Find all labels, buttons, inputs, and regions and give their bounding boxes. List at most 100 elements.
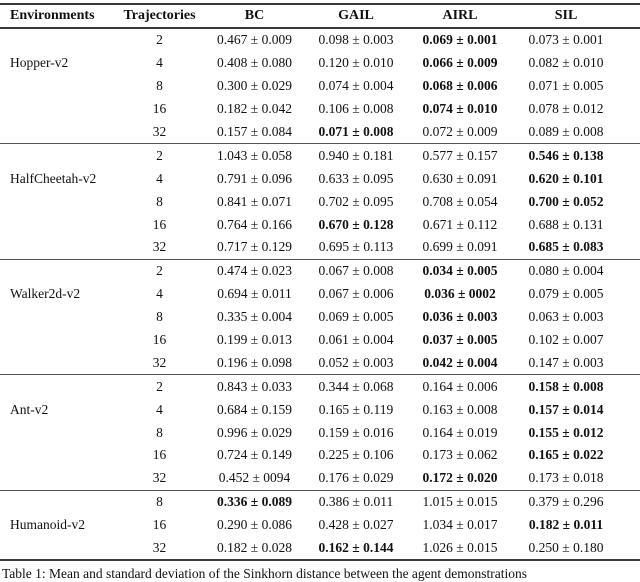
cell-bc: 0.764 ± 0.166 (217, 216, 292, 232)
environment-label: Hopper-v2 (10, 55, 69, 71)
cell-airl: 0.671 ± 0.112 (422, 216, 498, 232)
table-row: Ant-v2 4 0.684 ± 0.159 0.165 ± 0.119 0.163 ±… (0, 398, 640, 421)
cell-airl: 0.630 ± 0.091 (422, 170, 498, 186)
filler-cell (622, 167, 640, 190)
trajectories-value: 2 (112, 258, 207, 283)
table-row: 32 0.182 ± 0.028 0.162 ± 0.144 1.026 ± 0.01… (0, 537, 640, 561)
filler-cell (622, 283, 640, 306)
cell-airl: 0.072 ± 0.009 (422, 124, 498, 139)
trajectories-value: 16 (152, 332, 167, 348)
table-row: 8 0.336 ± 0.089 0.386 ± 0.011 1.015 ± 0.015… (0, 489, 640, 514)
column-header-environments: Environments (0, 4, 112, 29)
table-row: Hopper-v2 4 0.408 ± 0.080 0.120 ± 0.010 0.06… (0, 52, 640, 75)
trajectories-value: 4 (156, 286, 163, 302)
cell-gail: 0.702 ± 0.095 (318, 193, 394, 209)
cell-sil: 0.082 ± 0.010 (528, 55, 604, 71)
cell-bc: 0.300 ± 0.029 (217, 78, 292, 94)
cell-gail: 0.940 ± 0.181 (302, 143, 410, 168)
column-header-gail: GAIL (302, 4, 410, 29)
trajectories-value: 32 (152, 470, 167, 486)
cell-gail: 0.067 ± 0.006 (318, 286, 394, 302)
trajectories-value: 8 (156, 309, 163, 325)
cell-bc: 0.694 ± 0.011 (217, 286, 292, 302)
cell-airl: 0.036 ± 0.003 (422, 309, 498, 325)
cell-bc: 0.724 ± 0.149 (217, 447, 292, 463)
environment-label (0, 236, 112, 259)
filler-cell (622, 306, 640, 329)
cell-gail: 0.159 ± 0.016 (318, 424, 394, 440)
cell-airl: 0.164 ± 0.019 (422, 424, 498, 440)
environment-label (0, 213, 112, 236)
filler-cell (622, 28, 640, 52)
cell-bc: 0.684 ± 0.159 (217, 401, 292, 417)
table-row: 32 0.157 ± 0.084 0.071 ± 0.008 0.072 ± 0.00… (0, 121, 640, 144)
cell-airl: 0.036 ± 0002 (424, 286, 496, 302)
trajectories-value: 4 (156, 55, 163, 71)
cell-sil: 0.158 ± 0.008 (510, 374, 622, 399)
cell-sil: 0.688 ± 0.131 (528, 216, 604, 232)
trajectories-value: 8 (112, 489, 207, 514)
cell-sil: 0.700 ± 0.052 (528, 193, 604, 209)
cell-airl: 0.172 ± 0.020 (422, 470, 498, 486)
environment-label (0, 98, 112, 121)
environment-label (0, 537, 112, 561)
environment-label (0, 190, 112, 213)
filler-cell (622, 374, 640, 399)
filler-cell (622, 213, 640, 236)
environment-label (0, 306, 112, 329)
filler-cell (622, 398, 640, 421)
cell-sil: 0.079 ± 0.005 (528, 286, 604, 302)
cell-sil: 0.379 ± 0.296 (510, 489, 622, 514)
cell-gail: 0.061 ± 0.004 (318, 332, 394, 348)
cell-bc: 0.157 ± 0.084 (217, 124, 292, 139)
cell-bc: 0.841 ± 0.071 (217, 193, 292, 209)
cell-gail: 0.098 ± 0.003 (318, 32, 394, 48)
cell-gail: 0.120 ± 0.010 (318, 55, 394, 71)
column-header-sil: SIL (510, 4, 622, 29)
trajectories-value: 16 (152, 101, 167, 117)
filler-cell (622, 489, 640, 514)
cell-bc: 1.043 ± 0.058 (207, 143, 302, 168)
cell-airl: 0.034 ± 0.005 (410, 258, 510, 283)
filler-cell (622, 258, 640, 283)
column-header-bc: BC (207, 4, 302, 29)
cell-gail: 0.074 ± 0.004 (318, 78, 394, 94)
cell-airl: 0.173 ± 0.062 (422, 447, 498, 463)
table-row: 2 0.843 ± 0.033 0.344 ± 0.068 0.164 ± 0.006… (0, 374, 640, 399)
cell-airl: 0.164 ± 0.006 (410, 374, 510, 399)
cell-airl: 0.068 ± 0.006 (422, 78, 498, 94)
cell-airl: 1.026 ± 0.015 (422, 540, 498, 556)
cell-gail: 0.386 ± 0.011 (302, 489, 410, 514)
filler-cell (622, 329, 640, 352)
environment-label: Humanoid-v2 (10, 517, 85, 533)
environment-label (0, 489, 112, 514)
filler-cell (622, 421, 640, 444)
cell-bc: 0.182 ± 0.042 (217, 101, 292, 117)
cell-airl: 0.708 ± 0.054 (422, 193, 498, 209)
environment-label (0, 374, 112, 399)
table-row: 8 0.335 ± 0.004 0.069 ± 0.005 0.036 ± 0.003… (0, 306, 640, 329)
cell-airl: 0.163 ± 0.008 (422, 401, 498, 417)
cell-sil: 0.073 ± 0.001 (528, 32, 604, 48)
cell-airl: 0.074 ± 0.010 (422, 101, 498, 117)
table-row: HalfCheetah-v2 4 0.791 ± 0.096 0.633 ± 0.09… (0, 167, 640, 190)
cell-bc: 0.408 ± 0.080 (217, 55, 292, 71)
cell-bc: 0.336 ± 0.089 (207, 489, 302, 514)
trajectories-value: 8 (156, 424, 163, 440)
filler-cell (622, 514, 640, 537)
header-row: Environments Trajectories BC GAIL AIRL S… (0, 4, 640, 29)
table-row: 32 0.717 ± 0.129 0.695 ± 0.113 0.699 ± 0.09… (0, 236, 640, 259)
environment-label: HalfCheetah-v2 (10, 170, 97, 186)
table-caption: Table 1: Mean and standard deviation of … (2, 566, 528, 582)
environment-label (0, 421, 112, 444)
table-header: Environments Trajectories BC GAIL AIRL S… (0, 4, 640, 29)
trajectories-value: 16 (152, 517, 167, 533)
filler-cell (622, 143, 640, 168)
cell-sil: 0.078 ± 0.012 (528, 101, 604, 117)
cell-gail: 0.344 ± 0.068 (302, 374, 410, 399)
cell-bc: 0.996 ± 0.029 (217, 424, 292, 440)
filler-cell (622, 52, 640, 75)
column-header-trajectories: Trajectories (112, 4, 207, 29)
cell-sil: 0.546 ± 0.138 (510, 143, 622, 168)
table-row: 32 0.196 ± 0.098 0.052 ± 0.003 0.042 ± 0.00… (0, 351, 640, 374)
